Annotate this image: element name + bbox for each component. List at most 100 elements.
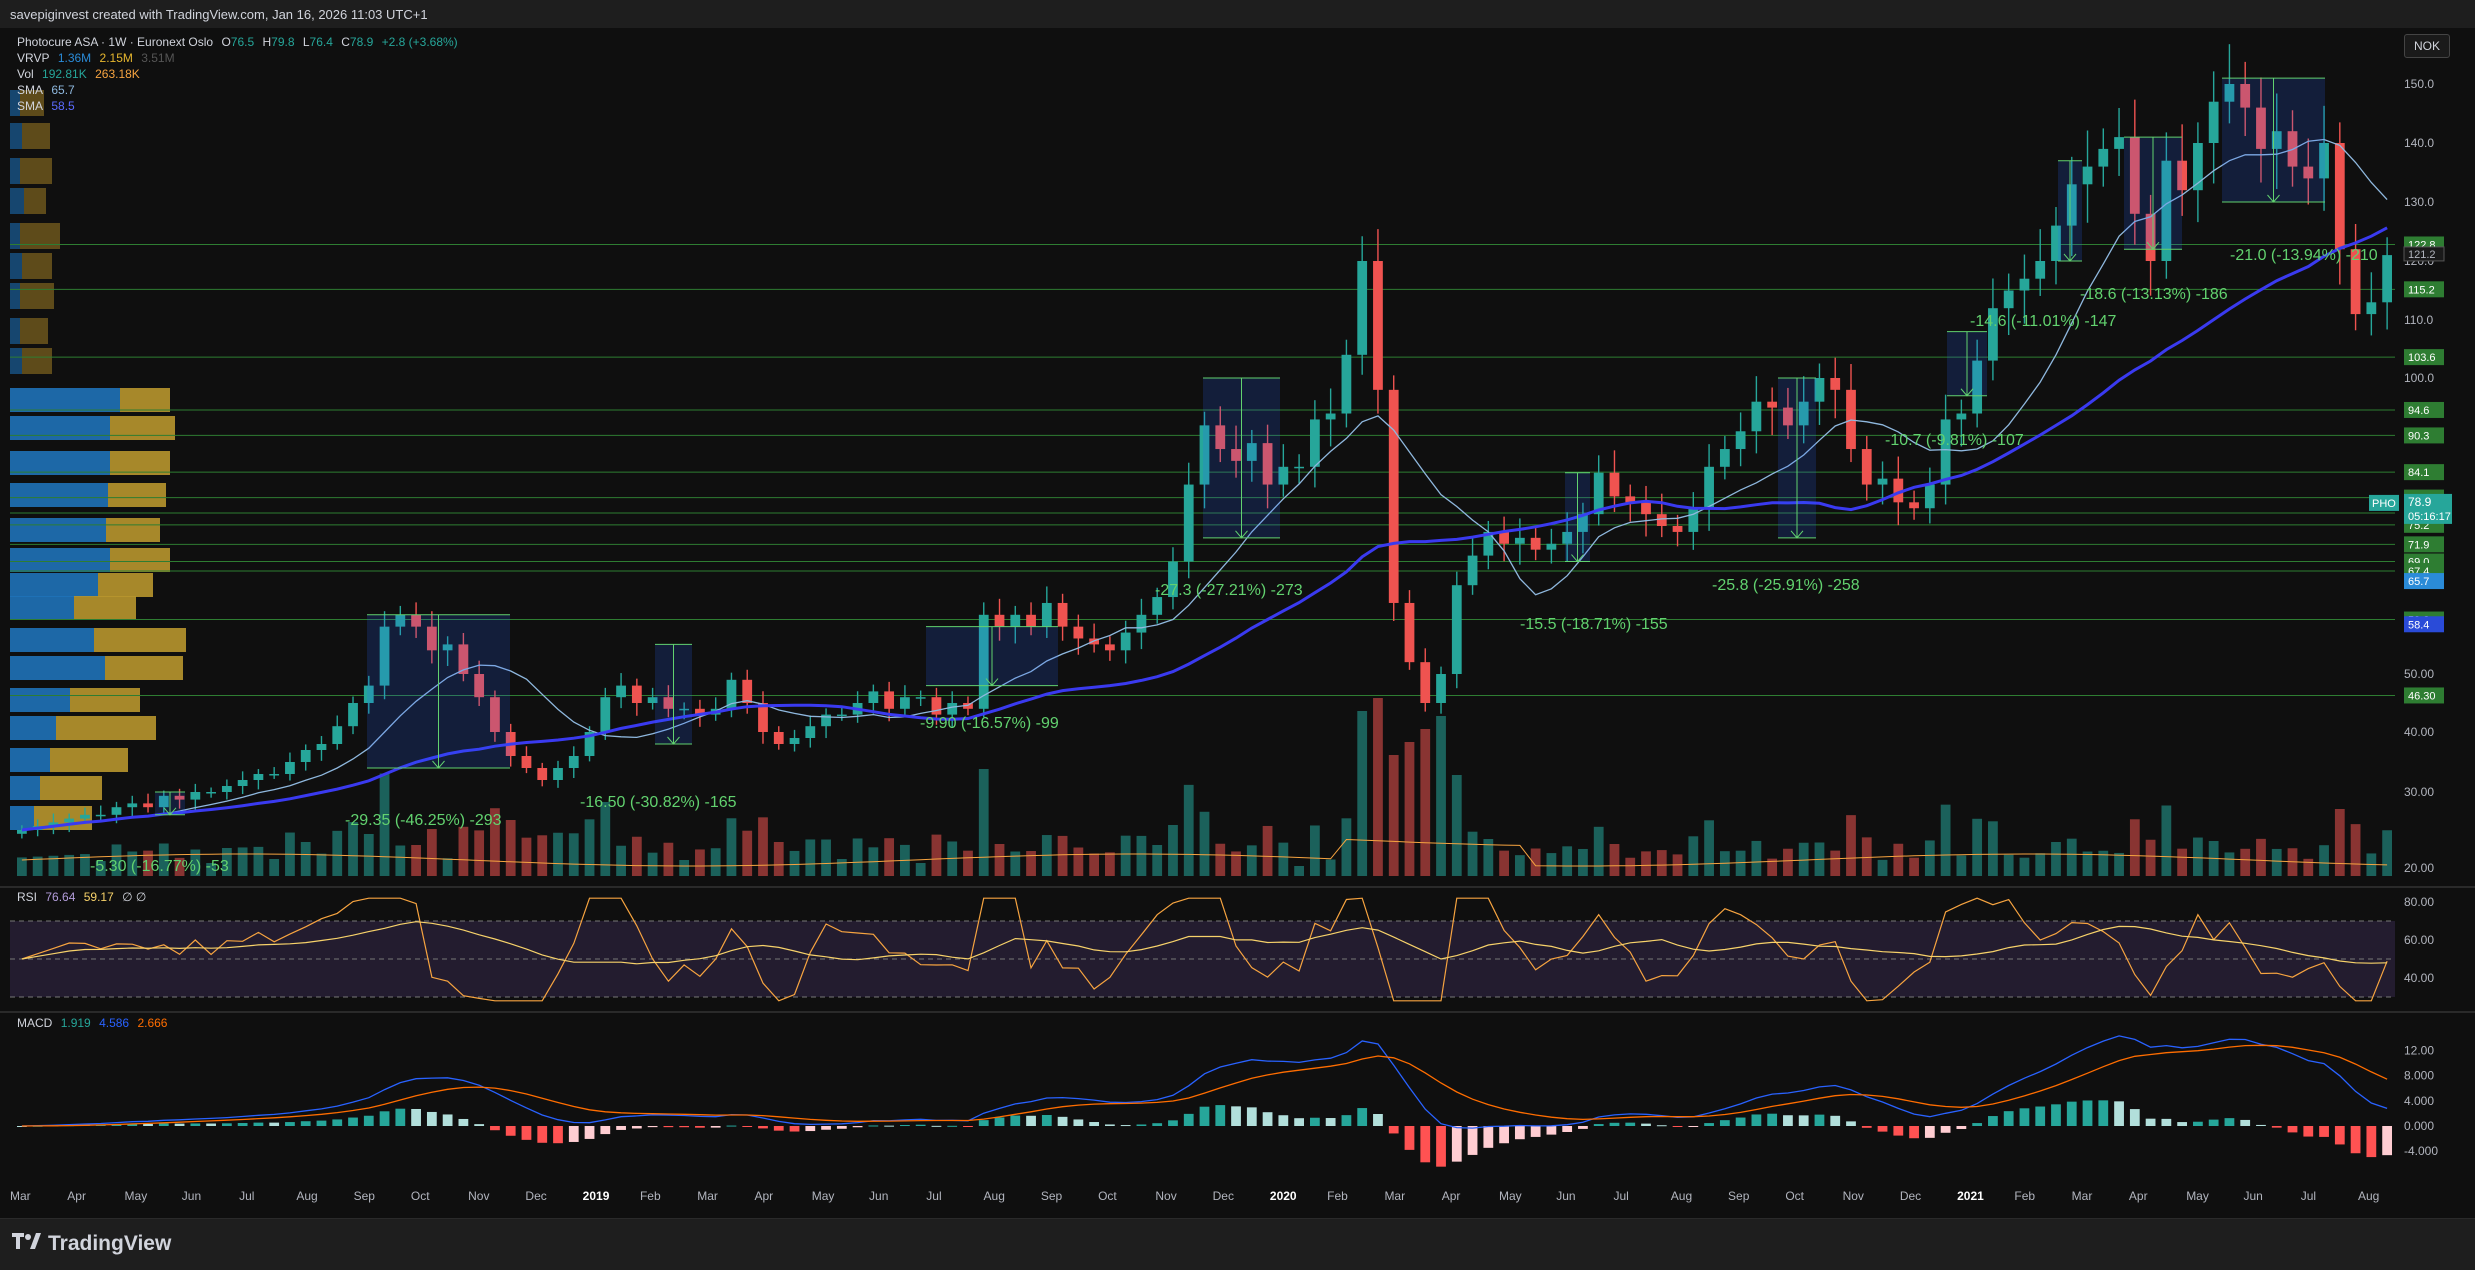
- volume-bar: [1026, 851, 1036, 876]
- candle-body: [2066, 184, 2077, 226]
- volume-bar: [1530, 848, 1541, 876]
- time-axis-label: Feb: [640, 1189, 661, 1203]
- candle-body: [2114, 137, 2124, 149]
- legend-sma1-label: SMA: [17, 83, 44, 97]
- candle-body: [2256, 107, 2266, 149]
- macd-histogram-bar: [947, 1125, 958, 1127]
- volume-bar: [1120, 835, 1131, 876]
- candle-body: [1783, 407, 1793, 426]
- legend-h-label: H: [262, 35, 272, 49]
- volume-bar: [411, 845, 421, 876]
- volume-bar: [1830, 850, 1841, 876]
- volume-bar: [1846, 815, 1856, 876]
- volume-bar: [1262, 825, 1273, 876]
- volume-bar: [1940, 804, 1951, 876]
- macd-histogram-bar: [1751, 1114, 1762, 1126]
- price-level-label: 103.6: [2408, 352, 2436, 364]
- volume-bar: [631, 836, 642, 876]
- volume-bar: [505, 820, 516, 876]
- volume-bar: [1294, 866, 1304, 876]
- volume-bar: [1136, 835, 1147, 876]
- macd-line: [21, 1035, 2388, 1129]
- candle-body: [994, 614, 1005, 627]
- candle-body: [1972, 360, 1983, 414]
- price-tag-sma-label: 65.7: [2408, 576, 2429, 588]
- volume-bar: [1278, 842, 1289, 876]
- time-axis-label: Mar: [697, 1189, 718, 1203]
- volume-bar: [1089, 853, 1100, 876]
- candle-body: [537, 768, 548, 780]
- macd-histogram-bar: [1956, 1126, 1967, 1130]
- candle-body: [285, 762, 295, 774]
- macd-histogram-bar: [1924, 1126, 1935, 1138]
- volume-bar: [758, 817, 768, 876]
- volume-bar: [426, 829, 437, 876]
- volume-bar: [1341, 818, 1352, 876]
- legend-sma2: 58.5: [51, 99, 75, 113]
- tradingview-logo[interactable]: TradingView: [12, 1231, 171, 1256]
- volume-bar: [1578, 848, 1588, 876]
- volume-bar: [553, 832, 563, 876]
- price-level-label: 46.30: [2408, 690, 2436, 702]
- last-price-label: 78.9: [2408, 495, 2432, 509]
- volume-bar: [1735, 850, 1746, 876]
- candles: [16, 44, 2393, 839]
- candle-body: [663, 697, 674, 709]
- time-axis-label: May: [2186, 1189, 2209, 1203]
- macd-histogram-bar: [2098, 1100, 2109, 1126]
- candle-body: [363, 685, 374, 703]
- time-axis-label: 2019: [583, 1189, 610, 1203]
- legend-vol-label: Vol: [17, 67, 34, 81]
- measure-label: -16.50 (-30.82%) -165: [580, 794, 737, 811]
- candle-body: [1341, 354, 1352, 414]
- macd-histogram-bar: [426, 1111, 437, 1126]
- macd-histogram-bar: [442, 1114, 453, 1126]
- legend-l-label: L: [302, 35, 310, 49]
- volume-bar: [1246, 845, 1257, 876]
- price-axis-label: 40.00: [2404, 725, 2434, 739]
- candle-body: [1136, 614, 1147, 633]
- measure-label: -27.3 (-27.21%) -273: [1155, 582, 1303, 599]
- legend-o: 76.5: [230, 35, 255, 49]
- macd-histogram-bar: [1672, 1126, 1683, 1127]
- vp-bar-up: [10, 688, 70, 712]
- volume-bar: [1972, 818, 1983, 876]
- candle-body: [395, 614, 406, 627]
- vp-bar-up: [10, 123, 22, 149]
- candle-body: [1467, 555, 1478, 586]
- currency-button[interactable]: NOK: [2404, 34, 2450, 58]
- macd-histogram-bar: [2161, 1118, 2172, 1126]
- macd-histogram-bar: [758, 1126, 768, 1129]
- macd-histogram-bar: [1546, 1126, 1557, 1135]
- volume-bar: [1546, 853, 1557, 876]
- volume-bar: [253, 846, 264, 876]
- volume-bar: [568, 833, 579, 876]
- legend-o-label: O: [221, 35, 231, 49]
- candle-body: [316, 744, 327, 750]
- candle-body: [379, 626, 390, 686]
- legend-rsi-label: RSI: [17, 890, 38, 904]
- candle-body: [2366, 302, 2377, 315]
- legend-vol-row: Vol 192.81K 263.18K: [17, 67, 145, 81]
- macd-histogram-bar: [1309, 1117, 1320, 1126]
- legend-sma2-label: SMA: [17, 99, 44, 113]
- macd-histogram-bar: [1656, 1125, 1667, 1127]
- candle-body: [221, 786, 232, 792]
- vp-bar-down: [40, 776, 102, 800]
- macd-histogram-bar: [285, 1122, 295, 1126]
- macd-histogram-bar: [127, 1123, 138, 1126]
- measure-arrow-head: [1960, 388, 1974, 397]
- time-axis-label: Jul: [926, 1189, 941, 1203]
- chart-area[interactable]: 122.8115.2103.694.690.384.179.877.275.27…: [0, 28, 2475, 1218]
- volume-bar: [2240, 848, 2251, 876]
- time-axis-label: Jun: [182, 1189, 201, 1203]
- macd-histogram-bar: [1988, 1116, 1998, 1126]
- rsi-axis-label: 40.00: [2404, 971, 2434, 985]
- candle-body: [1026, 614, 1036, 627]
- macd-histogram-bar: [363, 1115, 374, 1126]
- candle-body: [884, 691, 895, 709]
- volume-bar: [1956, 855, 1967, 876]
- candle-body: [726, 679, 737, 709]
- candle-body: [584, 732, 595, 756]
- volume-bar: [884, 838, 895, 876]
